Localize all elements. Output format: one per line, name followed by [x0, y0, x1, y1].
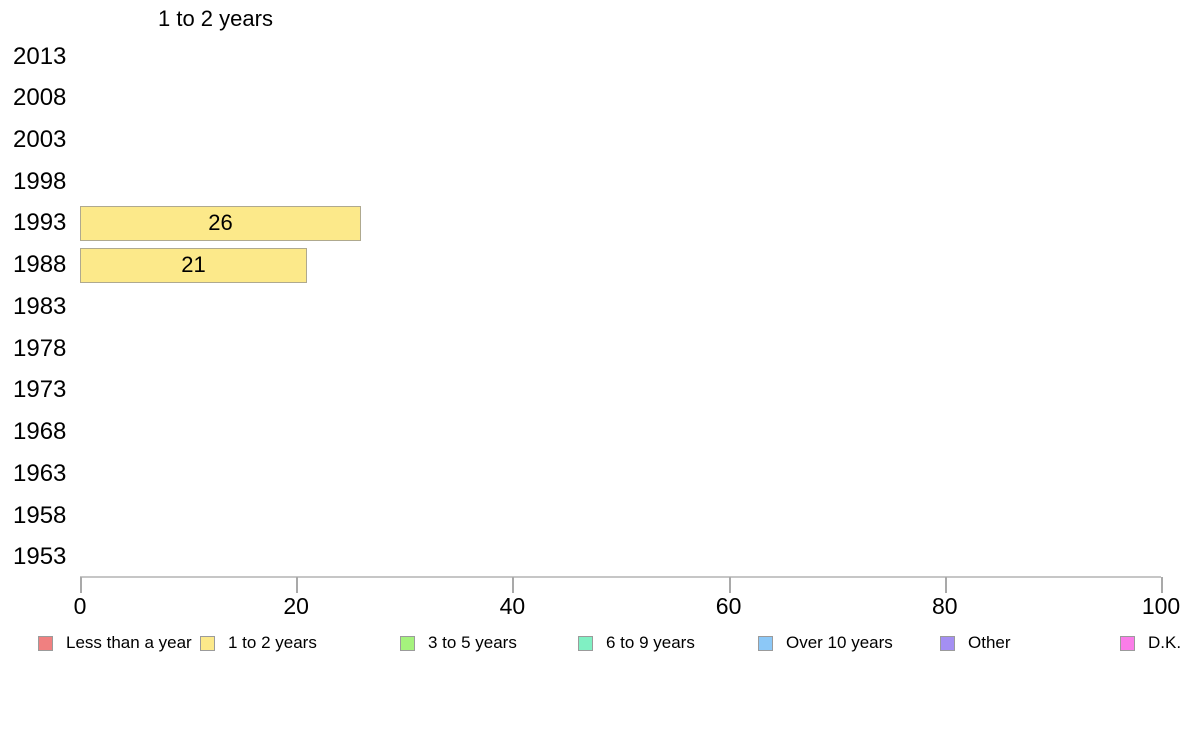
x-axis-line [80, 576, 1161, 578]
legend-label: D.K. [1148, 633, 1182, 652]
x-tick-label: 100 [1141, 593, 1181, 619]
legend-label: 6 to 9 years [606, 633, 695, 652]
legend-item: D.K. [1120, 632, 1181, 654]
y-axis-label: 2008 [13, 84, 67, 112]
y-axis-label: 1953 [13, 543, 67, 571]
y-axis-label: 1968 [13, 418, 67, 446]
x-tick-mark [512, 577, 515, 593]
legend-swatch [940, 635, 955, 651]
y-axis-label: 1978 [13, 334, 67, 362]
legend-label: 3 to 5 years [428, 633, 517, 652]
legend-swatch [1120, 635, 1135, 651]
y-axis-label: 1973 [13, 376, 67, 404]
legend-swatch [758, 635, 773, 651]
x-tick-mark [296, 577, 299, 593]
y-axis-label: 1998 [13, 167, 67, 195]
legend-swatch [578, 635, 593, 651]
chart-title: 1 to 2 years [158, 6, 273, 31]
y-axis-label: 1958 [13, 501, 67, 529]
legend-item: 1 to 2 years [200, 632, 317, 654]
y-axis-label: 1988 [13, 251, 67, 279]
y-axis-label: 2013 [13, 42, 67, 70]
legend-swatch [38, 635, 53, 651]
x-tick-mark [944, 577, 947, 593]
bar: 21 [80, 247, 307, 283]
legend: Less than a year 1 to 2 years 3 to 5 years… [0, 632, 1188, 660]
legend-label: Less than a year [66, 633, 192, 652]
x-tick-label: 80 [932, 593, 958, 619]
legend-item: Over 10 years [758, 632, 893, 654]
legend-item: Less than a year [38, 632, 192, 654]
x-tick-label: 60 [715, 593, 742, 619]
y-axis-label: 1983 [13, 292, 67, 320]
legend-swatch [200, 635, 215, 651]
x-tick-label: 0 [73, 593, 87, 619]
legend-label: Other [968, 633, 1011, 652]
legend-item: Other [940, 632, 1011, 654]
bar: 26 [80, 205, 362, 241]
legend-item: 6 to 9 years [578, 632, 695, 654]
bar-value-label: 21 [181, 252, 206, 278]
bar-value-label: 26 [208, 210, 233, 236]
x-tick-mark [728, 577, 731, 593]
y-axis-label: 2003 [13, 125, 67, 153]
y-axis-label: 1963 [13, 459, 67, 487]
legend-label: Over 10 years [786, 633, 893, 652]
legend-item: 3 to 5 years [400, 632, 517, 654]
y-axis-label: 1993 [13, 209, 67, 237]
x-tick-mark [80, 577, 82, 593]
x-tick-mark [1161, 577, 1163, 593]
x-tick-label: 20 [283, 593, 309, 619]
x-tick-label: 40 [499, 593, 526, 619]
legend-swatch [400, 635, 415, 651]
legend-label: 1 to 2 years [228, 633, 317, 652]
